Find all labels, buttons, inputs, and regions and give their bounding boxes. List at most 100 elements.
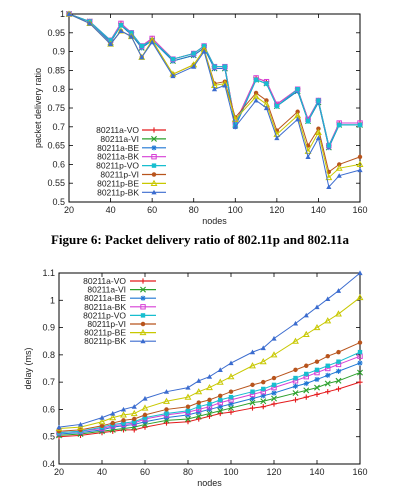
delay-data-point bbox=[303, 387, 310, 394]
pdr-data-point bbox=[357, 122, 363, 128]
figure-6-caption: Figure 6: Packet delivery ratio of 802.1… bbox=[51, 232, 350, 247]
delay-data-point bbox=[314, 391, 320, 398]
pdr-legend-label: 80211a-VI bbox=[100, 134, 139, 144]
delay-data-point bbox=[259, 358, 267, 365]
delay-series-80211p-VI bbox=[56, 340, 363, 434]
delay-data-point bbox=[121, 418, 126, 423]
pdr-data-point bbox=[129, 30, 134, 35]
delay-data-point bbox=[142, 421, 148, 428]
delay-data-point bbox=[110, 410, 116, 416]
delay-ytick-label: 1 bbox=[50, 295, 55, 305]
delay-series-line bbox=[58, 355, 361, 434]
delay-data-point bbox=[131, 421, 137, 428]
delay-data-point bbox=[228, 405, 234, 412]
pdr-data-point bbox=[87, 20, 93, 26]
delay-xtick-label: 80 bbox=[183, 467, 193, 477]
pdr-data-point bbox=[295, 116, 301, 122]
delay-data-point bbox=[185, 412, 191, 418]
delay-data-point bbox=[271, 335, 277, 341]
delay-legend-label: 80211p-BK bbox=[84, 336, 126, 346]
pdr-legend-label: 80211a-BE bbox=[97, 143, 139, 153]
delay-data-point bbox=[271, 375, 277, 381]
delay-data-point bbox=[206, 374, 213, 379]
delay-data-point bbox=[271, 390, 277, 396]
delay-legend-marker bbox=[139, 328, 147, 336]
delay-data-point bbox=[271, 401, 277, 407]
delay-ytick-label: 1.1 bbox=[42, 268, 55, 278]
delay-legend-marker bbox=[140, 304, 146, 310]
pdr-xtick-label: 40 bbox=[106, 205, 116, 215]
delay-data-point bbox=[325, 389, 331, 395]
delay-data-point bbox=[261, 386, 266, 392]
delay-data-point bbox=[292, 397, 299, 403]
delay-data-point bbox=[249, 395, 256, 402]
delay-data-point bbox=[163, 389, 170, 394]
pdr-legend-marker bbox=[151, 172, 157, 177]
pdr-data-point bbox=[118, 28, 124, 33]
delay-ytick-label: 0.9 bbox=[42, 323, 55, 333]
delay-data-point bbox=[99, 427, 105, 433]
delay-data-point bbox=[185, 385, 191, 390]
pdr-data-point bbox=[191, 64, 197, 69]
pdr-data-point bbox=[305, 154, 311, 159]
delay-data-point bbox=[335, 310, 342, 317]
delay-data-point bbox=[249, 405, 256, 411]
pdr-data-point bbox=[264, 98, 269, 103]
pdr-xtick-label: 60 bbox=[147, 205, 157, 215]
delay-data-point bbox=[217, 410, 223, 417]
delay-data-point bbox=[217, 367, 223, 372]
pdr-data-point bbox=[335, 164, 343, 171]
pdr-data-point bbox=[326, 184, 332, 190]
pdr-data-point bbox=[305, 118, 311, 124]
delay-data-point bbox=[77, 423, 84, 430]
delay-data-point bbox=[228, 394, 234, 400]
pdr-legend-marker bbox=[151, 189, 157, 195]
delay-legend-marker bbox=[140, 338, 146, 344]
delay-legend: 80211a-VO80211a-VI80211a-BE80211a-BK8021… bbox=[83, 276, 156, 346]
pdr-data-point bbox=[295, 109, 300, 114]
pdr-ytick-label: 0.8 bbox=[52, 84, 65, 94]
delay-data-point bbox=[120, 406, 127, 412]
delay-legend-marker bbox=[140, 295, 146, 301]
pdr-legend-marker bbox=[151, 154, 157, 160]
delay-xtick-label: 60 bbox=[140, 467, 150, 477]
delay-data-point bbox=[335, 288, 342, 293]
delay-data-point bbox=[121, 420, 126, 426]
pdr-ytick-label: 1 bbox=[60, 9, 65, 19]
delay-data-point bbox=[357, 349, 363, 355]
delay-legend-label: 80211a-BE bbox=[84, 293, 126, 303]
delay-data-point bbox=[325, 296, 331, 302]
delay-data-point bbox=[335, 377, 342, 384]
pdr-data-point bbox=[316, 126, 321, 131]
pdr-data-point bbox=[201, 43, 207, 49]
delay-data-point bbox=[196, 400, 201, 405]
pdr-legend-marker bbox=[150, 179, 158, 186]
pdr-legend-label: 80211p-VO bbox=[96, 161, 139, 171]
delay-data-point bbox=[293, 367, 298, 373]
delay-data-point bbox=[228, 401, 234, 407]
pdr-data-point bbox=[212, 64, 217, 69]
delay-data-point bbox=[271, 382, 277, 388]
delay-series-80211p-BK bbox=[56, 270, 363, 430]
pdr-data-point bbox=[253, 97, 259, 103]
delay-series-line bbox=[58, 372, 361, 436]
delay-data-point bbox=[98, 418, 106, 425]
delay-data-point bbox=[56, 424, 62, 430]
delay-data-point bbox=[249, 399, 256, 406]
delay-data-point bbox=[325, 372, 331, 378]
delay-data-point bbox=[228, 360, 234, 366]
delay-data-point bbox=[227, 373, 235, 380]
delay-legend-label: 80211a-BK bbox=[84, 302, 126, 312]
delay-data-point bbox=[218, 397, 223, 403]
pdr-legend-label: 80211p-BE bbox=[97, 178, 139, 188]
delay-data-point bbox=[110, 420, 115, 426]
pdr-data-point bbox=[222, 82, 228, 88]
delay-plot-frame bbox=[58, 272, 361, 465]
delay-x-axis-label: nodes bbox=[197, 478, 222, 488]
pdr-data-point bbox=[253, 77, 259, 82]
pdr-data-point bbox=[326, 143, 332, 148]
delay-data-point bbox=[109, 413, 117, 421]
delay-data-point bbox=[314, 359, 320, 364]
pdr-data-point bbox=[357, 154, 363, 160]
delay-data-point bbox=[164, 411, 169, 416]
